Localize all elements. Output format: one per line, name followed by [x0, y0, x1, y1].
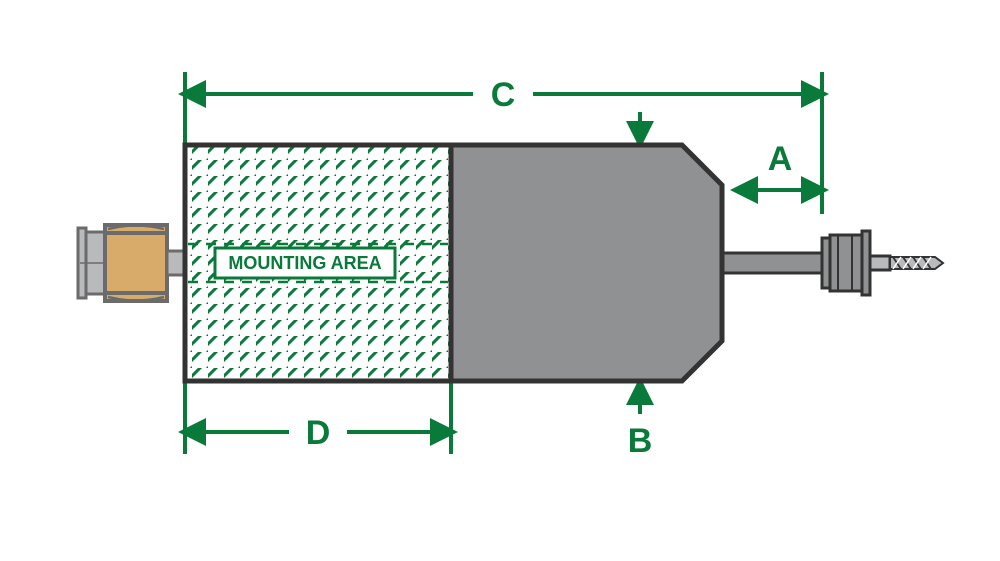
mounting-label: MOUNTING AREA — [215, 248, 395, 278]
mounting-text: MOUNTING AREA — [228, 253, 381, 273]
hex-nut — [105, 225, 167, 301]
dimension-d: D — [185, 414, 451, 452]
collet-assembly — [822, 231, 890, 295]
label-c: C — [491, 76, 516, 114]
dimension-a: A — [737, 140, 822, 190]
rear-shaft — [167, 251, 185, 275]
label-d: D — [306, 414, 331, 452]
dimension-c: C — [185, 76, 822, 114]
spindle-body — [451, 145, 722, 381]
label-b: B — [628, 422, 653, 460]
front-shaft — [720, 253, 825, 273]
drill-bit — [890, 257, 943, 269]
rear-fitting — [78, 228, 105, 298]
label-a: A — [768, 140, 793, 178]
